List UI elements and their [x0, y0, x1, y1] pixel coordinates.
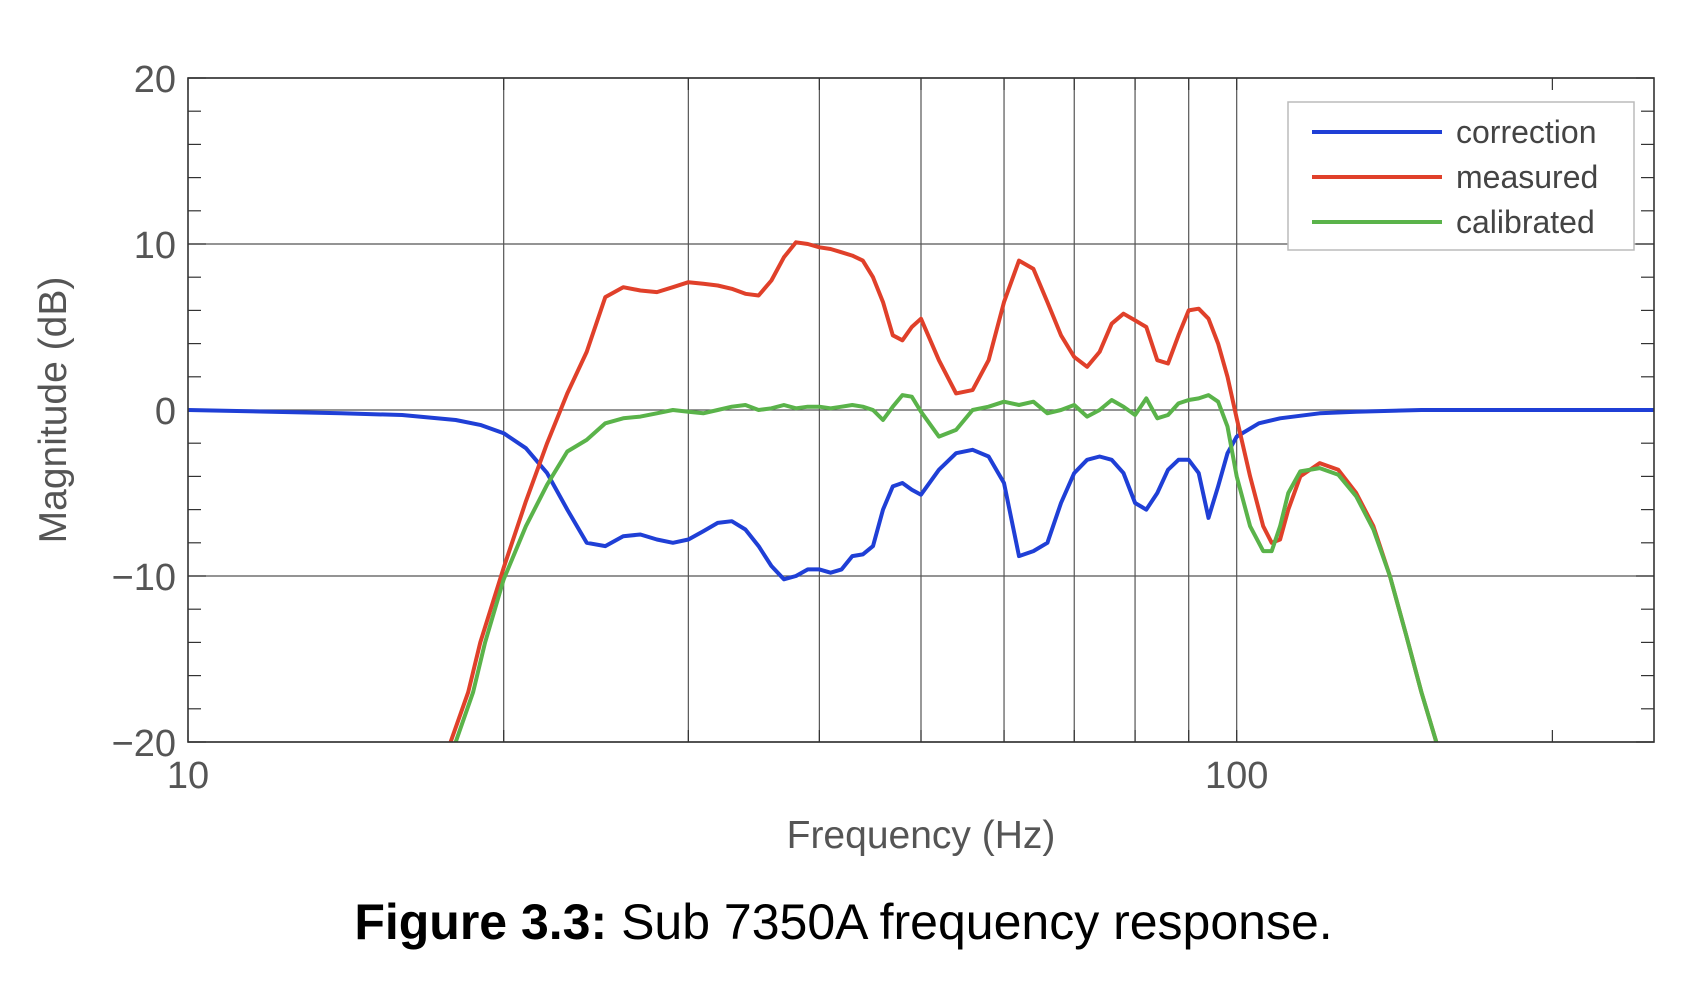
- y-axis-label: Magnitude (dB): [32, 277, 75, 544]
- legend-label-measured: measured: [1456, 159, 1598, 195]
- figure-caption-label: Figure 3.3:: [354, 894, 608, 950]
- series-layer: [188, 240, 1654, 742]
- y-tick-label: −10: [112, 557, 176, 599]
- x-tick-label: 100: [1205, 755, 1268, 797]
- series-line-measured: [448, 240, 1439, 742]
- legend-label-correction: correction: [1456, 114, 1597, 150]
- legend: correction measured calibrated: [1287, 101, 1635, 251]
- plot-frame: [187, 77, 1655, 743]
- tick-labels: −20 −10 0 10 20 10 100: [112, 59, 1269, 797]
- x-axis-label: Frequency (Hz): [787, 814, 1056, 857]
- x-tick-label: 10: [167, 755, 209, 797]
- y-tick-label: 10: [134, 225, 176, 267]
- y-tick-label: −20: [112, 723, 176, 765]
- series-line-calibrated: [453, 393, 1439, 742]
- legend-label-calibrated: calibrated: [1456, 204, 1595, 240]
- figure-caption: Figure 3.3: Sub 7350A frequency response…: [0, 893, 1687, 951]
- y-tick-label: 20: [134, 59, 176, 101]
- frequency-response-chart: −20 −10 0 10 20 10 100 Frequency (Hz) Magnitud…: [32, 59, 1655, 857]
- figure-caption-text: Sub 7350A frequency response.: [621, 894, 1333, 950]
- series-line-correction: [188, 408, 1654, 582]
- y-tick-label: 0: [155, 391, 176, 433]
